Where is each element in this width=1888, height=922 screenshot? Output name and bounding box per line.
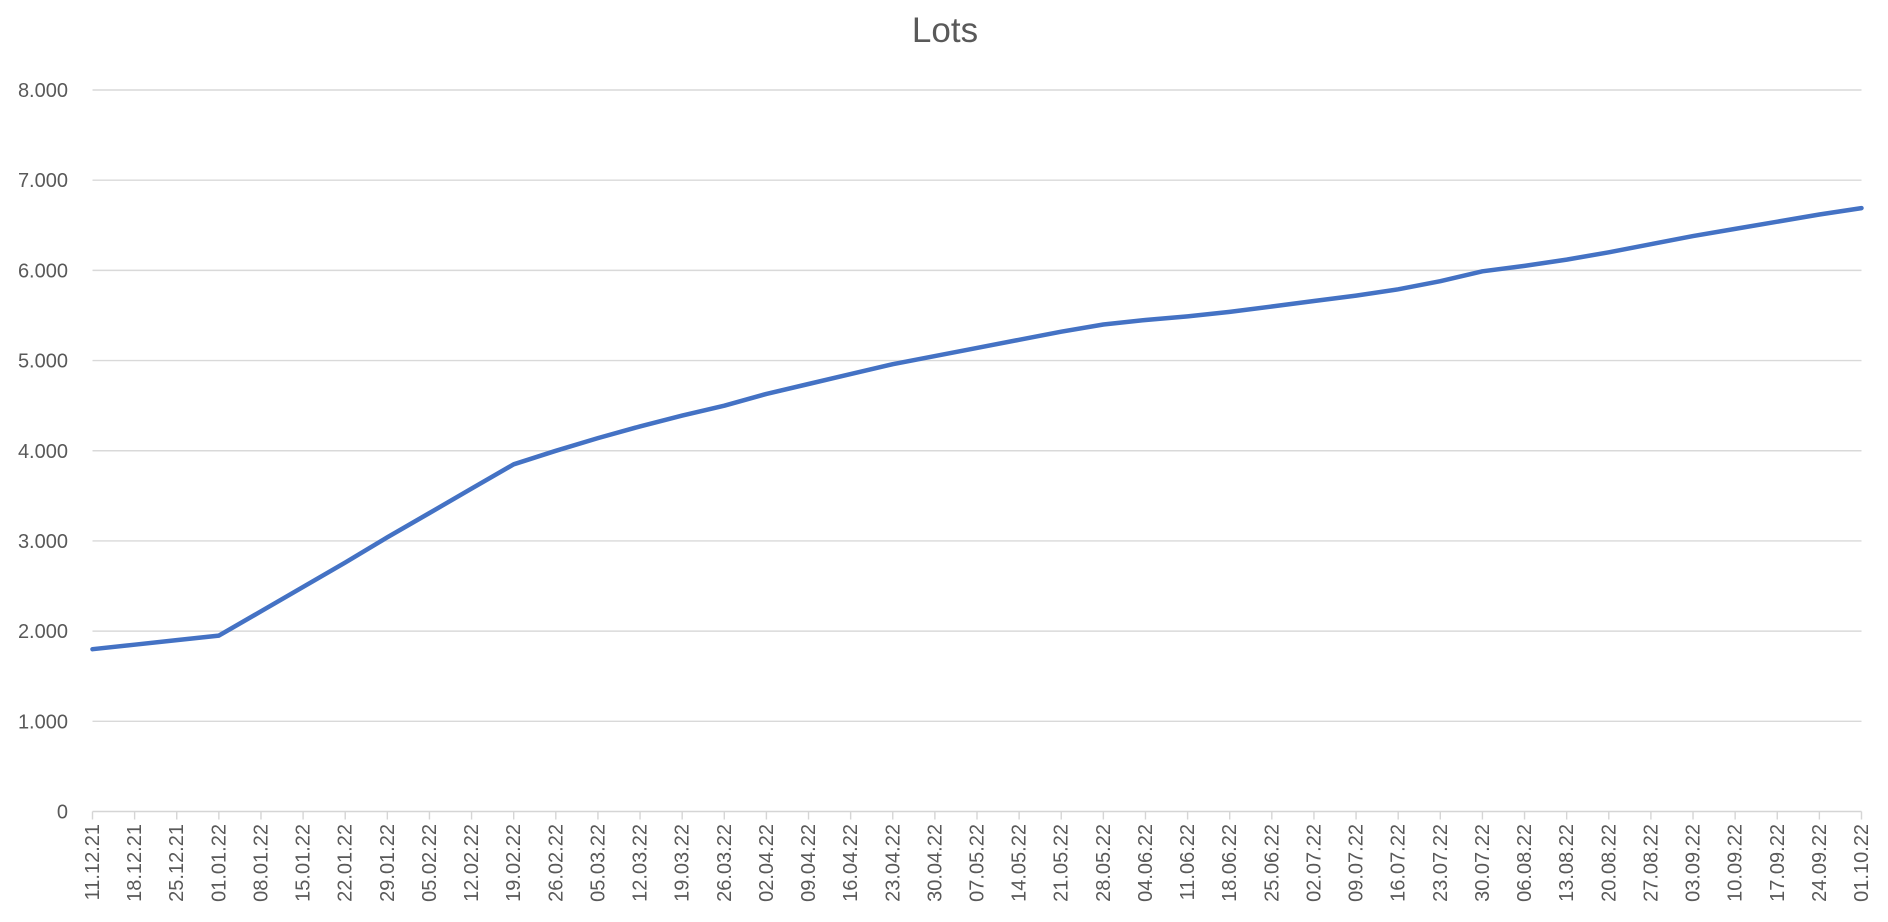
- x-axis-label: 28.05.22: [1093, 824, 1115, 902]
- x-axis-label: 19.02.22: [503, 824, 525, 902]
- x-axis-label: 23.07.22: [1430, 824, 1452, 902]
- x-axis-label: 01.01.22: [208, 824, 230, 902]
- x-axis-label: 09.07.22: [1346, 824, 1368, 902]
- x-axis-label: 03.09.22: [1683, 824, 1705, 902]
- x-axis-label: 16.04.22: [840, 824, 862, 902]
- x-axis-label: 20.08.22: [1598, 824, 1620, 902]
- x-axis-label: 12.03.22: [630, 824, 652, 902]
- y-axis-label: 5.000: [18, 351, 68, 373]
- x-axis-label: 17.09.22: [1767, 824, 1789, 902]
- x-axis-label: 14.05.22: [1009, 824, 1031, 902]
- x-axis-label: 19.03.22: [672, 824, 694, 902]
- y-axis-label: 7.000: [18, 170, 68, 192]
- x-axis-label: 11.06.22: [1177, 824, 1199, 900]
- x-axis-label: 02.07.22: [1303, 824, 1325, 902]
- y-axis-label: 1.000: [18, 711, 68, 733]
- x-axis-label: 11.12.21: [82, 824, 104, 900]
- y-axis-label: 6.000: [18, 260, 68, 282]
- x-axis-label: 30.07.22: [1472, 824, 1494, 902]
- x-axis-label: 09.04.22: [798, 824, 820, 902]
- chart-title: Lots: [912, 11, 978, 50]
- y-axis-label: 8.000: [18, 80, 68, 102]
- x-axis-label: 08.01.22: [250, 824, 272, 902]
- x-axis-label: 16.07.22: [1388, 824, 1410, 902]
- x-axis-label: 06.08.22: [1514, 824, 1536, 902]
- x-axis-label: 23.04.22: [882, 824, 904, 902]
- x-axis-label: 13.08.22: [1556, 824, 1578, 902]
- x-axis-label: 25.12.21: [166, 824, 188, 902]
- x-axis-label: 05.02.22: [419, 824, 441, 902]
- y-axis-label: 0: [57, 802, 68, 824]
- x-axis-label: 05.03.22: [587, 824, 609, 902]
- plot-area: 0 1.000 2.000 3.000 4.000 5.000 6.000 7.000 8.00…: [18, 80, 1873, 902]
- x-axis-label: 25.06.22: [1261, 824, 1283, 902]
- x-axis-label: 18.06.22: [1219, 824, 1241, 902]
- y-axis-label: 4.000: [18, 441, 68, 463]
- x-axis-label: 24.09.22: [1809, 824, 1831, 902]
- y-axis-label: 3.000: [18, 531, 68, 553]
- x-axis-label: 21.05.22: [1051, 824, 1073, 902]
- x-axis-label: 27.08.22: [1640, 824, 1662, 902]
- series-line-lots: [90, 205, 1864, 652]
- x-axis-label: 22.01.22: [335, 824, 357, 902]
- x-axis-label: 15.01.22: [293, 824, 315, 902]
- x-axis-label: 29.01.22: [377, 824, 399, 902]
- x-axis-label: 04.06.22: [1135, 824, 1157, 902]
- x-axis-label: 02.04.22: [756, 824, 778, 902]
- y-axis-label: 2.000: [18, 621, 68, 643]
- x-axis-label: 07.05.22: [967, 824, 989, 902]
- x-axis-label: 26.03.22: [714, 824, 736, 902]
- x-axis-label: 18.12.21: [124, 824, 146, 902]
- x-axis-label: 01.10.22: [1851, 824, 1873, 902]
- x-axis-label: 30.04.22: [924, 824, 946, 902]
- x-axis-label: 12.02.22: [461, 824, 483, 902]
- x-axis-label: 10.09.22: [1725, 824, 1747, 902]
- x-axis-label: 26.02.22: [545, 824, 567, 902]
